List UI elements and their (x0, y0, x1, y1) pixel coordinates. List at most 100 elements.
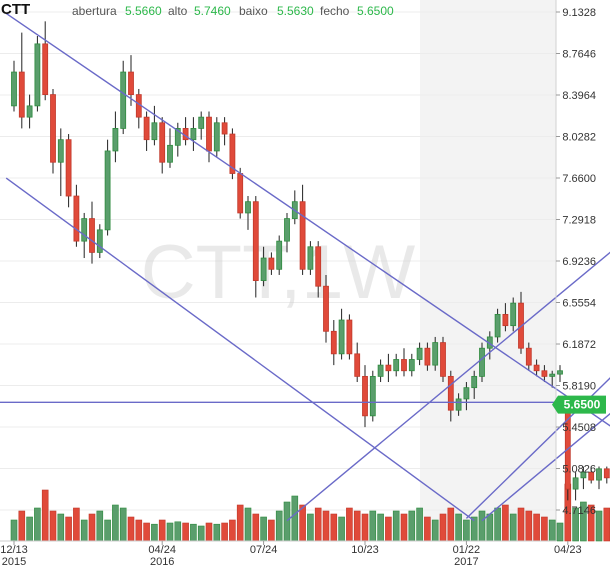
close-value: 5.6500 (357, 4, 394, 18)
volume-bar (346, 507, 353, 542)
volume-bar (244, 507, 252, 542)
future-shade (420, 0, 556, 541)
candle-body (494, 313, 501, 338)
volume-bar (338, 516, 345, 542)
volume-bar (127, 516, 135, 542)
candle-body (50, 94, 56, 163)
candle-body (128, 71, 134, 95)
time-tick-label: 01/22 (453, 544, 481, 556)
time-tick-year: 2015 (2, 556, 26, 568)
candle-body (89, 218, 95, 253)
volume-bar (447, 507, 455, 542)
candle-body (416, 347, 423, 360)
volume-bar (41, 489, 49, 542)
price-axis[interactable]: 9.1328 8.7646 8.3964 8.0282 7.6600 7.2918 6.92… (555, 0, 596, 541)
candle-body (377, 364, 384, 377)
candle-body (11, 71, 17, 107)
volume-bar (541, 516, 548, 542)
open-value: 5.5660 (125, 4, 162, 18)
ohlc-header: CTT abertura 5.5660 alto 5.7460 baixo 5.… (0, 0, 556, 22)
volume-bar (197, 525, 205, 542)
volume-bar (80, 519, 88, 542)
volume-bar (307, 513, 314, 542)
price-tick-label: 4.7146 (562, 505, 596, 517)
volume-bar (431, 519, 439, 542)
candle-body (73, 195, 80, 242)
volume-bar (353, 510, 361, 542)
volume-bar (10, 519, 18, 542)
time-tick-year: 2017 (454, 556, 478, 568)
candle-body (401, 359, 407, 372)
volume-bar (486, 513, 494, 542)
price-tick-label: 5.4508 (562, 422, 596, 434)
candle-body (440, 342, 446, 377)
volume-bar (166, 522, 174, 542)
candle-body (96, 229, 103, 253)
volume-bar (26, 516, 33, 542)
volume-bar (385, 516, 392, 542)
volume-bar (252, 513, 260, 542)
candle-body (572, 477, 579, 490)
volume-bar (361, 513, 369, 542)
symbol-name: CTT (1, 1, 31, 18)
volume-bar (369, 510, 377, 542)
candle-body (580, 471, 587, 479)
trend-line (5, 177, 475, 522)
volume-bar (112, 504, 119, 542)
volume-bar (283, 501, 291, 542)
price-tick-label: 6.1872 (562, 339, 596, 351)
volume-bar (229, 519, 236, 542)
candle-body (268, 257, 275, 270)
volume-bar (96, 510, 104, 542)
volume-bar (151, 523, 158, 542)
price-tick-label: 8.0282 (562, 132, 596, 144)
candle-body (143, 116, 150, 141)
candle-body (159, 122, 166, 163)
volume-bar (424, 516, 431, 542)
volume-bar (143, 522, 150, 542)
candle-body (252, 201, 259, 281)
volume-bar (322, 510, 330, 542)
candle-body (81, 218, 88, 242)
price-tick-label: 6.9236 (562, 256, 596, 268)
last-price-badge (552, 395, 606, 414)
candle-body (549, 373, 556, 377)
volume-bar (455, 513, 462, 542)
volume-bar (182, 522, 189, 542)
candle-body (284, 218, 290, 242)
volume-bar (572, 507, 579, 542)
last-price-label: 5.6500 (564, 398, 601, 412)
candle-body (447, 375, 454, 411)
candle-body (151, 122, 158, 141)
candle-body (330, 330, 337, 355)
candle-body (260, 257, 267, 281)
candle-body (34, 43, 41, 107)
volume-bar (463, 519, 470, 542)
volume-bar (400, 513, 408, 542)
candle-body (463, 387, 470, 400)
volume-bar (119, 507, 127, 542)
candle-body (393, 359, 400, 372)
candle-body (213, 122, 220, 152)
candlesticks (11, 21, 610, 501)
volume-bar (88, 513, 96, 542)
trend-line (5, 12, 610, 427)
volume-bar (275, 510, 283, 542)
candle-body (57, 139, 64, 163)
price-tick-label: 6.5554 (562, 298, 596, 310)
candle-body (323, 285, 329, 332)
high-label: alto (168, 4, 188, 18)
volume-bar (221, 522, 228, 542)
volume-bar (416, 507, 423, 542)
volume-bar (556, 522, 564, 542)
candle-body (471, 375, 478, 389)
candle-body (541, 370, 548, 377)
candle-body (596, 468, 602, 481)
volume-bar (34, 507, 41, 542)
candle-body (354, 353, 361, 377)
trendlines[interactable] (0, 12, 610, 522)
candle-body (525, 347, 532, 366)
volume-bar (494, 507, 501, 542)
